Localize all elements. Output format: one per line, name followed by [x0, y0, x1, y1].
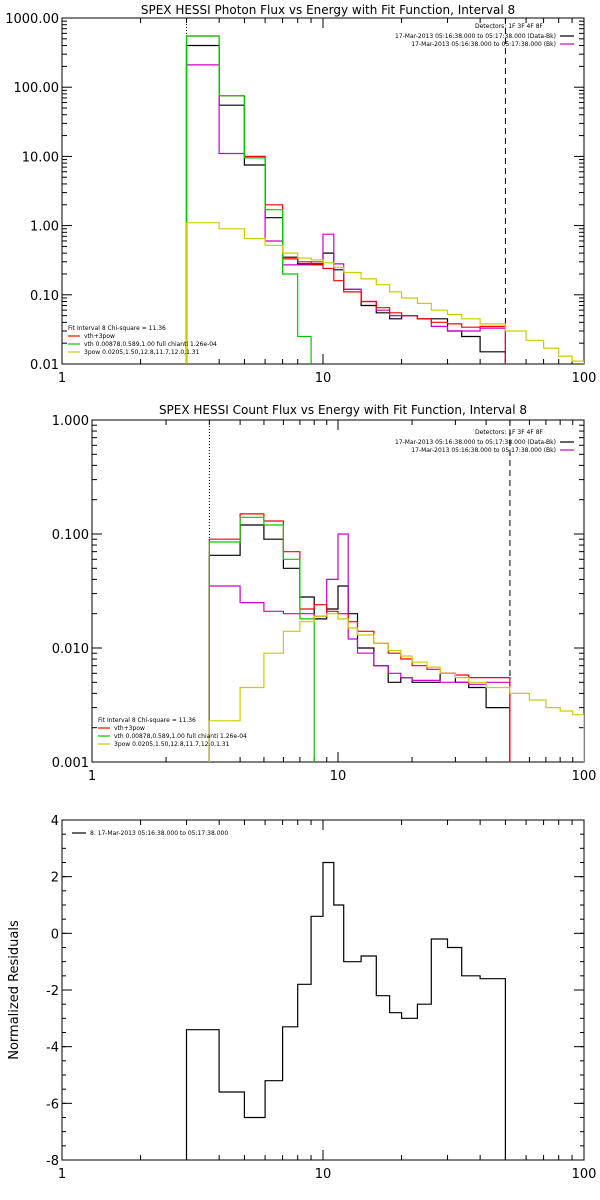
series-data-bk-line [208, 524, 511, 762]
y-tick-label: 0.010 [52, 642, 89, 657]
chart-title: SPEX HESSI Count Flux vs Energy with Fit… [159, 403, 527, 417]
y-tick-label: 10.00 [22, 150, 59, 165]
series-3pow-line [185, 222, 584, 364]
chart-panel-3: 1 10 100 -8 -6 -4 -2 0 2 4 Normalized Residuals 8. … [7, 814, 597, 1182]
y-tick-label: 1.00 [30, 220, 59, 235]
chart-panel-2: SPEX HESSI Count Flux vs Energy with Fit… [52, 403, 597, 784]
series-vth-line [208, 516, 315, 762]
legend-header: Detectors: 1F 3F 4F 8F [475, 23, 544, 30]
x-tick-label: 100 [572, 769, 597, 784]
chart-title: SPEX HESSI Photon Flux vs Energy with Fi… [141, 3, 515, 17]
fit-legend-entry-label: vth 0.00878,0.589,1.00 full chianti 1.26… [84, 341, 217, 348]
y-tick-label: 0.10 [30, 289, 59, 304]
series-3pow-line [208, 613, 584, 762]
series-residuals-line [185, 861, 506, 1160]
legend-entry-label: 17-Mar-2013 05:16:38.000 to 05:17:38.000… [395, 33, 556, 40]
y-tick-label: 0.100 [52, 528, 89, 543]
y-tick-label: -2 [46, 984, 59, 999]
fit-legend-header: Fit Interval 8 Chi-square = 11.36 [98, 717, 196, 724]
series-bk-line [185, 64, 506, 364]
legend-entry-label: 17-Mar-2013 05:16:38.000 to 05:17:38.000… [411, 447, 556, 454]
series-vth-3pow-line [185, 35, 506, 364]
x-tick-label: 10 [315, 371, 332, 386]
x-tick-label: 10 [315, 1167, 332, 1182]
y-tick-label: 1000.00 [5, 12, 59, 27]
x-tick-label: 100 [572, 371, 597, 386]
series-bk-line [208, 533, 511, 762]
y-tick-label: -4 [46, 1041, 59, 1056]
legend-header: Detectors: 1F 3F 4F 8F [475, 429, 544, 436]
x-tick-label: 10 [330, 769, 347, 784]
y-tick-label: 1.000 [52, 414, 89, 429]
series-group [185, 35, 584, 364]
y-tick-label: 4 [51, 814, 59, 829]
legend-entry-label: 8. 17-Mar-2013 05:16:38.000 to 05:17:38.… [90, 830, 228, 837]
y-tick-label: 0.001 [52, 756, 89, 771]
series-data-bk-line [185, 44, 506, 364]
y-tick-label: 0 [51, 927, 59, 942]
legend-entry-label: 17-Mar-2013 05:16:38.000 to 05:17:38.000… [411, 41, 556, 48]
legend-entry-label: 17-Mar-2013 05:16:38.000 to 05:17:38.000… [395, 439, 556, 446]
fit-legend-entry-label: vth+3pow [114, 725, 145, 732]
series-vth-3pow-line [208, 513, 511, 762]
y-tick-label: -6 [46, 1097, 59, 1112]
series-group [208, 513, 584, 762]
x-tick-label: 1 [88, 769, 96, 784]
y-tick-label: -8 [46, 1154, 59, 1169]
y-axis-label: Normalized Residuals [7, 920, 22, 1060]
x-tick-label: 1 [58, 1167, 66, 1182]
chart-panel-1: SPEX HESSI Photon Flux vs Energy with Fi… [5, 3, 597, 386]
y-tick-label: 0.01 [30, 358, 59, 373]
x-tick-label: 100 [572, 1167, 597, 1182]
fit-legend-entry-label: 3pow 0.0205,1.50,12.8,11.7,12.0,1.31 [114, 741, 230, 748]
y-tick-label: 2 [51, 871, 59, 886]
y-tick-label: 100.00 [14, 81, 60, 96]
fit-legend-entry-label: vth+3pow [84, 333, 115, 340]
series-group [185, 861, 506, 1160]
fit-legend-entry-label: 3pow 0.0205,1.50,12.8,11.7,12.0,1.31 [84, 349, 200, 356]
fit-legend-header: Fit Interval 8 Chi-square = 11.36 [68, 325, 166, 332]
fit-legend-entry-label: vth 0.00878,0.589,1.00 full chianti 1.26… [114, 733, 247, 740]
series-vth-line [185, 35, 312, 364]
x-tick-label: 1 [58, 371, 66, 386]
